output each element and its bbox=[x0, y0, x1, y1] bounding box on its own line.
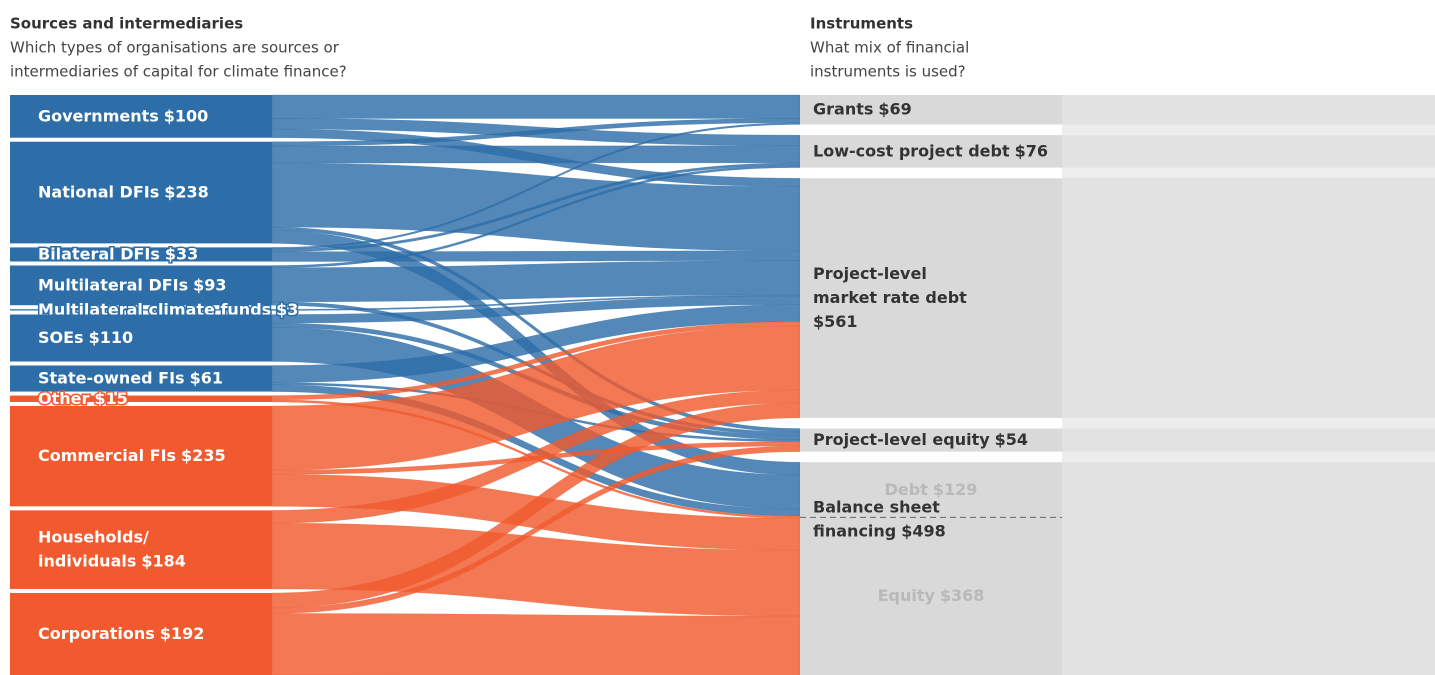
value-label: $235 bbox=[181, 446, 226, 465]
split-value: $129 bbox=[933, 479, 978, 498]
source-node bbox=[10, 365, 272, 392]
chart-title: Sources and intermediaries bbox=[10, 15, 243, 33]
continuation-band bbox=[1062, 95, 1435, 125]
continuation-band bbox=[1062, 135, 1435, 168]
flow bbox=[271, 250, 801, 262]
split-label: Debt $129 bbox=[885, 479, 978, 498]
value-label: $184 bbox=[141, 551, 186, 570]
target-node bbox=[800, 95, 1062, 125]
flow bbox=[271, 402, 801, 609]
value-label: $192 bbox=[160, 623, 205, 642]
label-line: Multilateral climate funds bbox=[38, 299, 271, 318]
source-node bbox=[10, 405, 272, 507]
node-label: National DFIs $238 bbox=[38, 182, 209, 201]
value-label: $100 bbox=[164, 106, 209, 125]
value-label: $54 bbox=[995, 430, 1028, 449]
subtitle: Which types of organisations are sources… bbox=[10, 39, 340, 57]
node-label: Balance sheet financing $498 bbox=[813, 497, 946, 540]
value-label: $561 bbox=[813, 312, 858, 331]
node-label: Multilateral DFIs $93 bbox=[38, 275, 227, 294]
subtitle: intermediaries of capital for climate fi… bbox=[10, 63, 347, 81]
source-node bbox=[10, 314, 272, 362]
value-label: $15 bbox=[94, 388, 127, 407]
node-label: Multilateral climate funds $3 bbox=[38, 299, 298, 318]
node-label: Corporations $192 bbox=[38, 623, 204, 642]
label-line: Balance sheet bbox=[813, 497, 940, 516]
label-line: SOEs bbox=[38, 328, 84, 347]
node-label: Governments $100 bbox=[38, 106, 208, 125]
node-label: Project-level equity $54 bbox=[813, 430, 1028, 449]
label-line: Commercial FIs bbox=[38, 446, 176, 465]
value-label: $61 bbox=[190, 368, 223, 387]
continuation-band bbox=[1062, 178, 1435, 418]
split-label: Equity $368 bbox=[878, 585, 985, 604]
label-line: Other bbox=[38, 388, 89, 407]
source-node bbox=[10, 395, 272, 402]
node-label: Commercial FIs $235 bbox=[38, 446, 226, 465]
value-label: $76 bbox=[1015, 141, 1048, 160]
label-line: Grants bbox=[813, 99, 873, 118]
target-node bbox=[800, 428, 1062, 452]
value-label: $3 bbox=[276, 299, 298, 318]
target-node bbox=[800, 178, 1062, 418]
label-line: Project-level bbox=[813, 264, 927, 283]
node-label: SOEs $110 bbox=[38, 328, 133, 347]
source-node bbox=[10, 510, 272, 589]
label-line: Households/ bbox=[38, 527, 149, 546]
label-line: National DFIs bbox=[38, 182, 159, 201]
source-node bbox=[10, 141, 272, 244]
node-label: Low-cost project debt $76 bbox=[813, 141, 1048, 160]
flow bbox=[271, 122, 801, 250]
target-subtitle: What mix of financial bbox=[810, 39, 969, 57]
label-line: financing bbox=[813, 521, 896, 540]
source-node bbox=[10, 309, 272, 311]
source-node bbox=[10, 95, 272, 138]
value-label: $498 bbox=[901, 521, 946, 540]
target-node bbox=[800, 135, 1062, 168]
target-subtitle: instruments is used? bbox=[810, 63, 966, 81]
node-label: Other $15 bbox=[38, 388, 128, 407]
continuation-band bbox=[1062, 462, 1435, 675]
label-line: Project-level equity bbox=[813, 430, 990, 449]
label-line: Bilateral DFIs bbox=[38, 244, 160, 263]
label-line: State-owned FIs bbox=[38, 368, 185, 387]
split-name: Equity bbox=[878, 585, 936, 604]
split-value: $368 bbox=[940, 585, 985, 604]
label-line: market rate debt bbox=[813, 288, 967, 307]
value-label: $33 bbox=[165, 244, 198, 263]
flow bbox=[271, 145, 801, 164]
label-line: Governments bbox=[38, 106, 159, 125]
flow bbox=[271, 94, 801, 119]
value-label: $69 bbox=[878, 99, 911, 118]
target-node bbox=[800, 462, 1062, 675]
node-label: Households/individuals $184 bbox=[38, 527, 186, 570]
value-label: $110 bbox=[89, 328, 134, 347]
continuation-band bbox=[1062, 428, 1435, 452]
source-node bbox=[10, 247, 272, 262]
node-label: Grants $69 bbox=[813, 99, 912, 118]
label-line: individuals bbox=[38, 551, 136, 570]
value-label: $238 bbox=[164, 182, 209, 201]
source-node bbox=[10, 592, 272, 675]
label-line: Multilateral DFIs bbox=[38, 275, 188, 294]
label-line: Corporations bbox=[38, 623, 155, 642]
node-label: Bilateral DFIs $33 bbox=[38, 244, 198, 263]
source-node bbox=[10, 265, 272, 306]
split-name: Debt bbox=[885, 479, 929, 498]
flow bbox=[271, 613, 801, 675]
target-title: Instruments bbox=[810, 15, 913, 33]
label-line: Low-cost project debt bbox=[813, 141, 1010, 160]
value-label: $93 bbox=[193, 275, 226, 294]
node-label: Project-level market rate debt $561 bbox=[813, 264, 967, 331]
node-label: State-owned FIs $61 bbox=[38, 368, 223, 387]
